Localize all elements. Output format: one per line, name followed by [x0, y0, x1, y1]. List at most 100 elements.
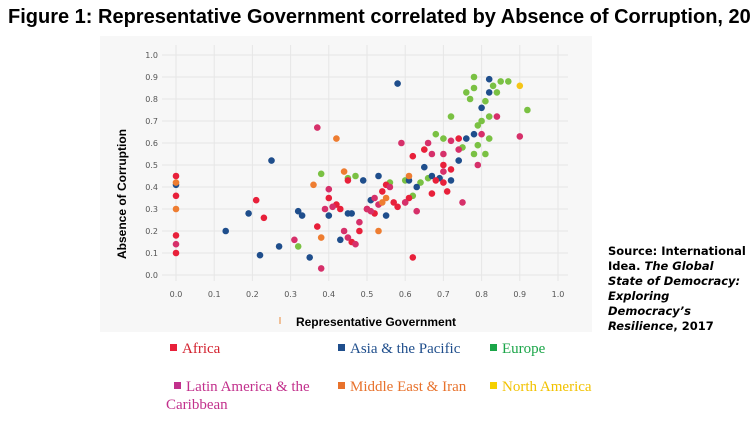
- data-point: [295, 243, 302, 250]
- data-point: [440, 179, 447, 186]
- data-point: [429, 190, 436, 197]
- data-point: [253, 197, 260, 204]
- data-point: [173, 250, 180, 257]
- data-point: [478, 105, 485, 112]
- data-point: [173, 206, 180, 213]
- x-tick-label: 0.8: [475, 290, 488, 299]
- data-point: [291, 237, 298, 244]
- data-point: [383, 212, 390, 219]
- data-point: [433, 131, 440, 138]
- legend-swatch-asia-pacific: [338, 344, 345, 351]
- scatter-chart: 0.0 0.1 0.2 0.3 0.4 0.5 0.6 0.7 0.8 0.9 1.0 0.0 0.1…: [100, 36, 592, 332]
- data-point: [467, 96, 474, 103]
- data-point: [326, 212, 333, 219]
- data-point: [341, 168, 348, 175]
- legend-swatch-latin-america: [174, 382, 181, 389]
- legend-swatch-africa: [170, 344, 177, 351]
- x-tick-label: 0.0: [170, 290, 183, 299]
- x-tick-label: 1.0: [552, 290, 565, 299]
- data-point: [375, 173, 382, 180]
- y-tick-label: 0.7: [145, 117, 158, 126]
- data-point: [486, 76, 493, 83]
- data-point: [471, 151, 478, 158]
- data-point: [173, 241, 180, 248]
- data-point: [368, 208, 375, 215]
- data-point: [310, 182, 317, 189]
- data-point: [402, 199, 409, 206]
- y-tick-label: 0.2: [145, 227, 158, 236]
- y-tick-label: 0.9: [145, 73, 158, 82]
- data-point: [463, 135, 470, 142]
- data-point: [257, 252, 264, 259]
- data-point: [475, 142, 482, 149]
- legend-label-latin-america: Latin America & the Caribbean: [166, 379, 310, 413]
- data-point: [505, 78, 512, 85]
- data-point: [478, 131, 485, 138]
- y-tick-label: 0.0: [145, 271, 158, 280]
- legend-africa: Africa: [170, 340, 220, 358]
- data-point: [337, 237, 344, 244]
- data-point: [455, 157, 462, 164]
- data-point: [429, 151, 436, 158]
- data-point: [333, 135, 340, 142]
- data-point: [455, 135, 462, 142]
- legend-label-europe: Europe: [502, 341, 545, 357]
- data-point: [356, 219, 363, 226]
- data-point: [410, 153, 417, 160]
- data-point: [471, 85, 478, 92]
- legend-asia-pacific: Asia & the Pacific: [338, 340, 460, 358]
- data-point: [440, 151, 447, 158]
- data-point: [398, 140, 405, 147]
- legend-label-africa: Africa: [182, 341, 220, 357]
- data-point: [356, 228, 363, 235]
- x-tick-label: 0.3: [284, 290, 297, 299]
- data-point: [482, 151, 489, 158]
- legend-swatch-north-america: [490, 382, 497, 389]
- data-point: [497, 78, 504, 85]
- data-point: [341, 228, 348, 235]
- data-point: [482, 98, 489, 105]
- data-point: [406, 173, 413, 180]
- x-tick-label: 0.5: [361, 290, 374, 299]
- data-point: [440, 162, 447, 169]
- data-point: [173, 179, 180, 186]
- data-point: [494, 89, 501, 96]
- data-point: [276, 243, 283, 250]
- data-point: [471, 74, 478, 81]
- x-tick-label: 0.2: [246, 290, 259, 299]
- data-point: [486, 113, 493, 120]
- data-point: [383, 195, 390, 202]
- x-tick-label: 0.7: [437, 290, 450, 299]
- data-point: [318, 171, 325, 178]
- data-point: [455, 146, 462, 153]
- data-point: [371, 195, 378, 202]
- legend-middle-east: Middle East & Iran: [338, 378, 466, 396]
- legend-label-middle-east: Middle East & Iran: [350, 379, 466, 395]
- legend-label-asia-pacific: Asia & the Pacific: [350, 341, 460, 357]
- y-tick-label: 0.6: [145, 139, 158, 148]
- y-tick-label: 0.3: [145, 205, 158, 214]
- data-point: [318, 265, 325, 272]
- x-axis-label: Representative Government: [296, 315, 456, 329]
- data-point: [348, 210, 355, 217]
- data-point: [440, 168, 447, 175]
- data-point: [475, 162, 482, 169]
- data-point: [448, 138, 455, 145]
- data-point: [463, 89, 470, 96]
- legend-latin-america: Latin America & the Caribbean: [166, 378, 326, 414]
- plot-area: 0.0 0.1 0.2 0.3 0.4 0.5 0.6 0.7 0.8 0.9 1.0 0.0 0.1…: [100, 36, 592, 332]
- data-point: [459, 199, 466, 206]
- data-point: [421, 146, 428, 153]
- data-point: [486, 135, 493, 142]
- source-note: Source: International Idea. The Global S…: [608, 244, 748, 334]
- data-point: [268, 157, 275, 164]
- data-point: [345, 177, 352, 184]
- data-point: [421, 164, 428, 171]
- data-point: [306, 254, 313, 261]
- data-point: [490, 83, 497, 90]
- legend-label-north-america: North America: [502, 379, 592, 395]
- data-point: [173, 173, 180, 180]
- data-point: [299, 212, 306, 219]
- y-tick-label: 1.0: [145, 51, 158, 60]
- data-point: [394, 204, 401, 211]
